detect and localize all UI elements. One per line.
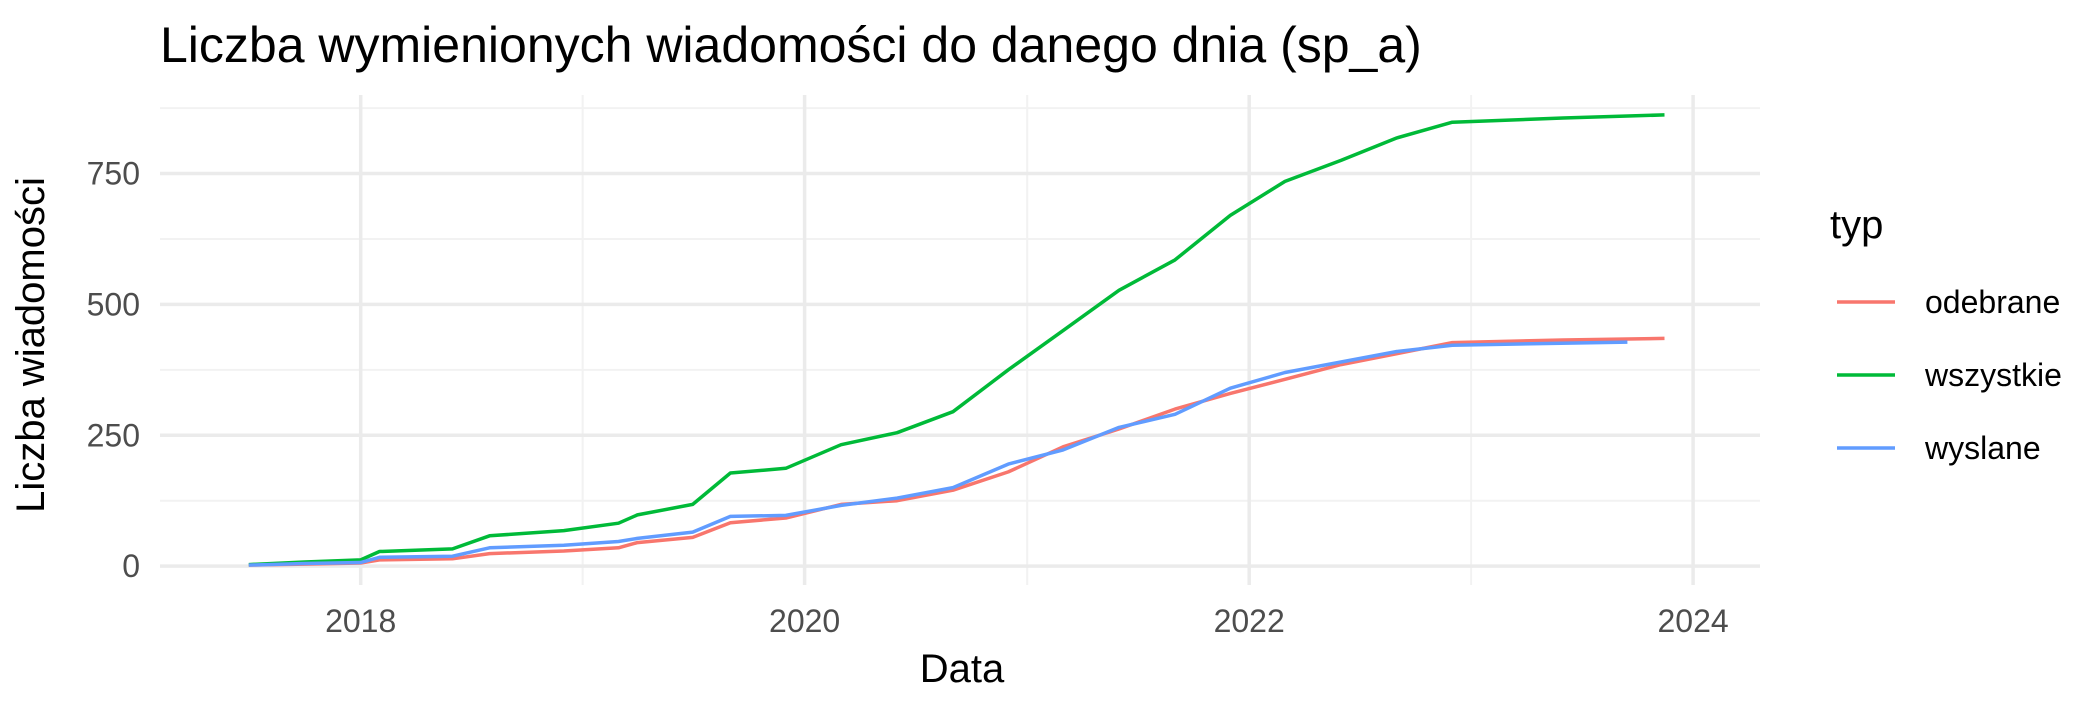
y-tick-label: 750 bbox=[87, 156, 140, 192]
y-tick-label: 250 bbox=[87, 417, 140, 453]
series-lines bbox=[248, 113, 1665, 567]
y-axis-title: Liczba wiadomości bbox=[9, 177, 53, 513]
x-axis-title: Data bbox=[920, 647, 1005, 691]
x-tick-label: 2024 bbox=[1658, 603, 1729, 639]
legend-label-wyslane: wyslane bbox=[1924, 430, 2041, 466]
legend-label-odebrane: odebrane bbox=[1925, 284, 2060, 320]
x-tick-label: 2018 bbox=[325, 603, 396, 639]
x-tick-label: 2022 bbox=[1214, 603, 1285, 639]
legend-label-wszystkie: wszystkie bbox=[1924, 357, 2062, 393]
legend-items: odebrane wszystkie wyslane bbox=[1837, 284, 2062, 466]
series-line-wszystkie bbox=[248, 113, 1665, 567]
x-axis-tick-labels: 2018 2020 2022 2024 bbox=[325, 603, 1729, 639]
legend: typ odebrane wszystkie wyslane bbox=[1830, 203, 2062, 466]
y-tick-label: 0 bbox=[122, 548, 140, 584]
chart-title: Liczba wymienionych wiadomości do danego… bbox=[160, 17, 1422, 73]
y-axis-tick-labels: 0 250 500 750 bbox=[87, 156, 140, 585]
series-line-wyslane bbox=[248, 340, 1628, 567]
grid bbox=[160, 95, 1760, 585]
legend-title: typ bbox=[1830, 203, 1883, 247]
y-tick-label: 500 bbox=[87, 286, 140, 322]
x-tick-label: 2020 bbox=[769, 603, 840, 639]
